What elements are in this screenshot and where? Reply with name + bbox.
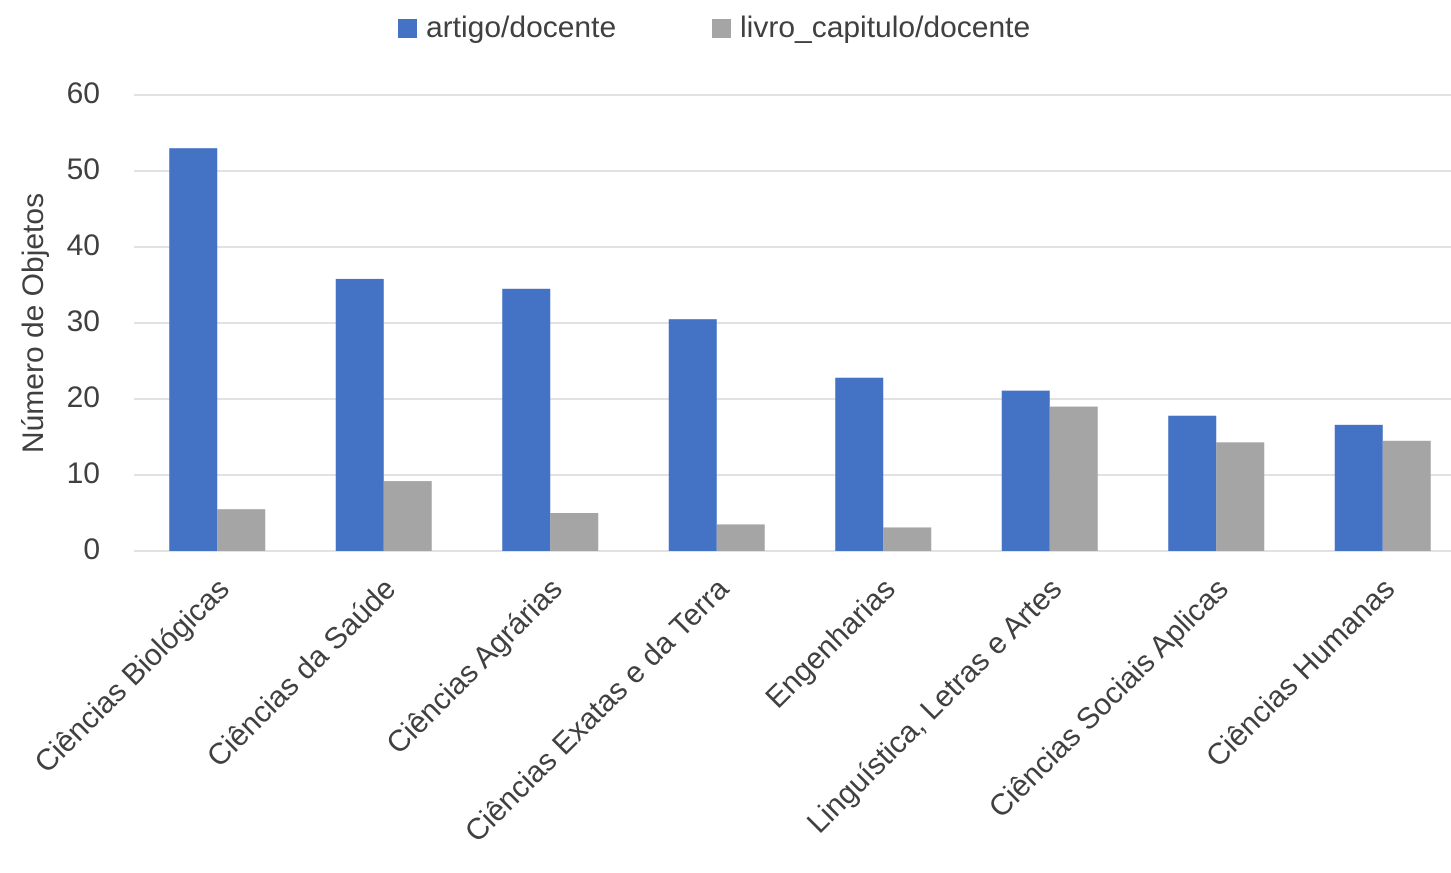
y-axis-label: Número de Objetos xyxy=(17,193,50,453)
bar xyxy=(502,288,551,551)
bar xyxy=(1216,442,1265,551)
x-tick-label: Ciências da Saúde xyxy=(201,572,402,773)
y-tick-label: 30 xyxy=(67,305,100,338)
bar xyxy=(1001,390,1050,551)
x-tick-label: Ciências Agrárias xyxy=(380,572,568,760)
y-tick-label: 20 xyxy=(67,381,100,414)
y-tick-label: 60 xyxy=(67,77,100,110)
x-tick-label: Ciências Exatas e da Terra xyxy=(459,572,736,849)
bar xyxy=(217,509,266,551)
y-tick-label: 10 xyxy=(67,457,100,490)
bar xyxy=(550,513,599,551)
legend-label: livro_capitulo/docente xyxy=(740,11,1030,44)
bar xyxy=(1168,415,1217,551)
legend-label: artigo/docente xyxy=(426,11,616,44)
x-tick-label: Ciências Humanas xyxy=(1200,572,1401,773)
bar xyxy=(169,148,218,551)
bar xyxy=(1334,424,1383,551)
bar xyxy=(835,377,884,551)
y-tick-label: 0 xyxy=(83,533,100,566)
x-tick-label: Engenharias xyxy=(759,572,901,714)
bar xyxy=(716,524,765,551)
y-tick-label: 50 xyxy=(67,153,100,186)
legend-swatch xyxy=(712,19,731,38)
bar xyxy=(1049,406,1098,551)
bar xyxy=(335,278,384,551)
legend-swatch xyxy=(398,19,417,38)
bar xyxy=(383,481,432,551)
bar xyxy=(1382,440,1431,551)
bar xyxy=(668,319,717,551)
y-tick-label: 40 xyxy=(67,229,100,262)
bar xyxy=(883,527,932,551)
